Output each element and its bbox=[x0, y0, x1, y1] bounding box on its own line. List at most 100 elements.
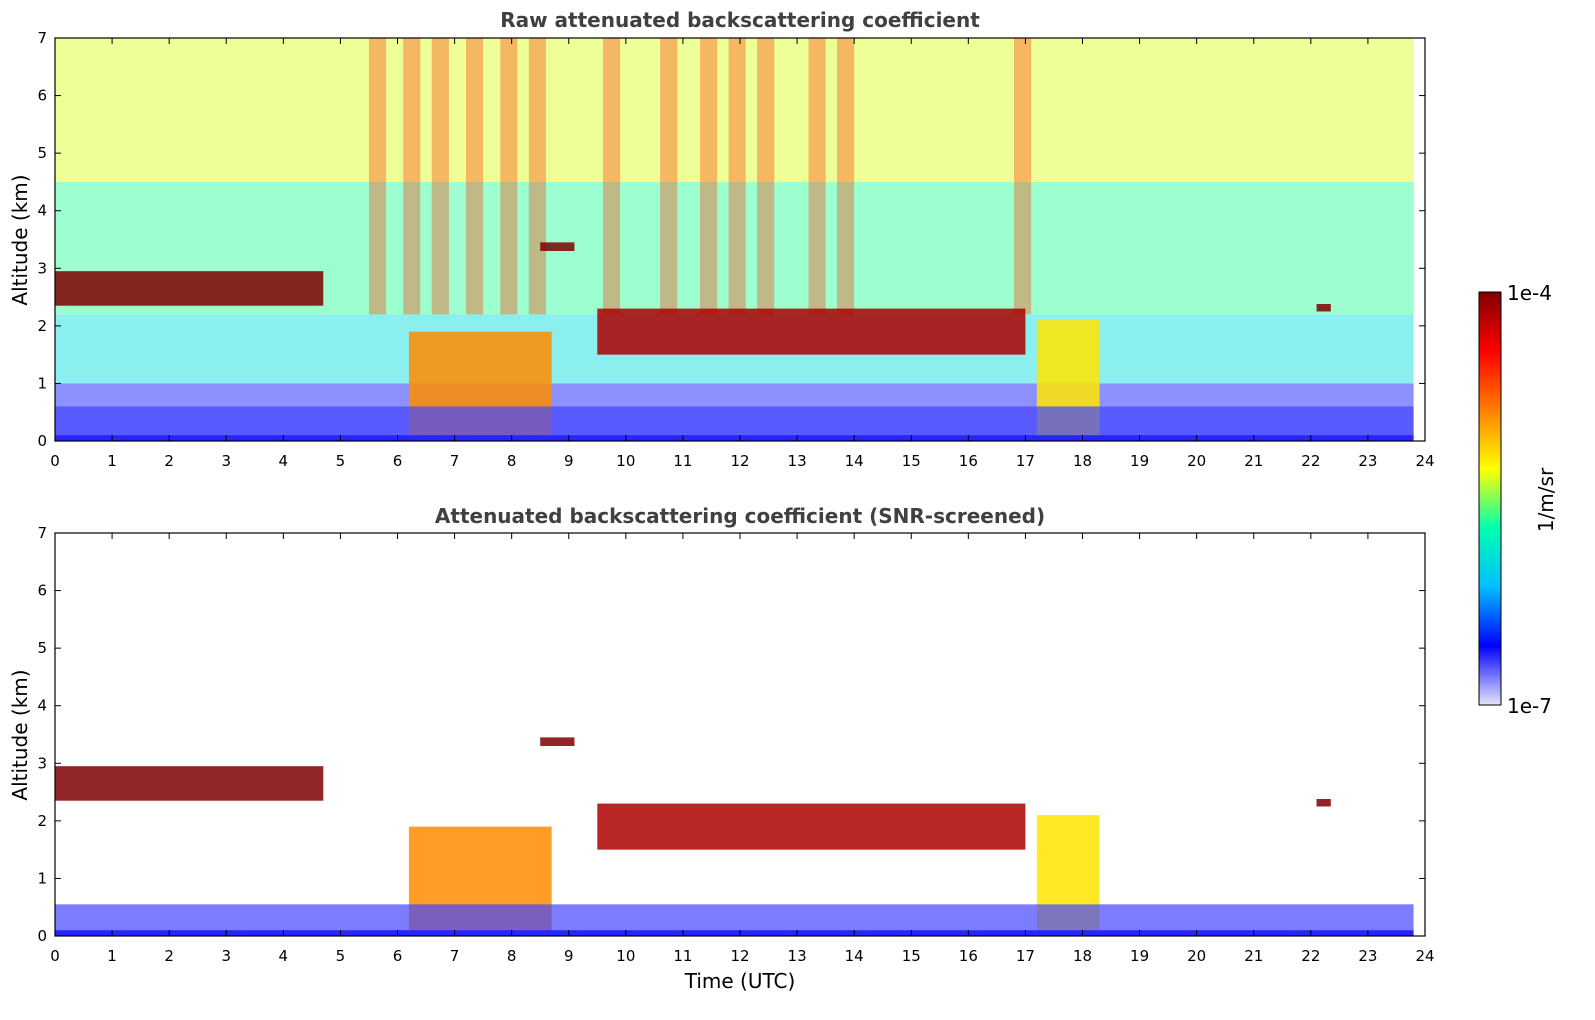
signal-streak bbox=[1014, 38, 1032, 315]
y-tick-label: 6 bbox=[37, 582, 47, 600]
x-tick-label: 4 bbox=[279, 947, 289, 965]
screened-panel-title: Attenuated backscattering coefficient (S… bbox=[435, 504, 1045, 528]
raw-panel-features bbox=[55, 38, 1414, 441]
y-tick-label: 1 bbox=[37, 869, 47, 887]
y-tick-label: 4 bbox=[37, 202, 47, 220]
raw-panel-xticks: 0 1 2 3 4 5 6 7 8 9 10 11 12 13 14 15 16 17 18 19 20 21 22 23 24 bbox=[50, 38, 1435, 470]
raw-panel-yticks: 0 1 2 3 4 5 6 7 bbox=[37, 29, 1425, 450]
x-tick-label: 11 bbox=[673, 452, 692, 470]
x-tick-label: 10 bbox=[616, 947, 635, 965]
x-tick-label: 2 bbox=[164, 452, 174, 470]
x-tick-label: 14 bbox=[845, 947, 864, 965]
y-tick-label: 0 bbox=[37, 927, 47, 945]
x-tick-label: 22 bbox=[1301, 452, 1320, 470]
x-tick-label: 2 bbox=[164, 947, 174, 965]
colorbar-min-label: 1e-7 bbox=[1507, 694, 1552, 718]
y-tick-label: 7 bbox=[37, 29, 47, 47]
signal-streak bbox=[403, 38, 421, 315]
x-tick-label: 5 bbox=[336, 947, 346, 965]
signal-streak bbox=[466, 38, 484, 315]
x-tick-label: 14 bbox=[845, 452, 864, 470]
x-tick-label: 10 bbox=[616, 452, 635, 470]
x-tick-label: 21 bbox=[1244, 947, 1263, 965]
colorbar: 1e-4 1e-7 1/m/sr bbox=[1478, 281, 1558, 718]
x-tick-label: 6 bbox=[393, 452, 403, 470]
signal-streak bbox=[528, 38, 546, 315]
x-tick-label: 3 bbox=[221, 947, 231, 965]
x-tick-label: 17 bbox=[1016, 947, 1035, 965]
heatmap-feature bbox=[540, 737, 575, 747]
x-tick-label: 20 bbox=[1187, 947, 1206, 965]
y-tick-label: 6 bbox=[37, 87, 47, 105]
x-tick-label: 13 bbox=[788, 452, 807, 470]
raw-panel-plot-area bbox=[55, 38, 1425, 441]
heatmap-feature bbox=[55, 766, 324, 801]
signal-streak bbox=[603, 38, 621, 315]
x-tick-label: 23 bbox=[1358, 452, 1377, 470]
heatmap-feature bbox=[597, 803, 1026, 850]
x-tick-label: 12 bbox=[730, 947, 749, 965]
screened-panel-xticks: 0 1 2 3 4 5 6 7 8 9 10 11 12 13 14 15 16 17 18 19 20 21 22 23 24 bbox=[50, 533, 1435, 965]
x-tick-label: 9 bbox=[564, 452, 574, 470]
raw-panel-title: Raw attenuated backscattering coefficien… bbox=[500, 8, 980, 32]
colorbar-unit-label: 1/m/sr bbox=[1534, 467, 1558, 532]
x-tick-label: 7 bbox=[450, 947, 460, 965]
x-tick-label: 0 bbox=[50, 947, 60, 965]
x-tick-label: 24 bbox=[1415, 452, 1434, 470]
x-tick-label: 8 bbox=[507, 452, 517, 470]
x-tick-label: 19 bbox=[1130, 452, 1149, 470]
signal-streak bbox=[660, 38, 678, 315]
colorbar-gradient bbox=[1478, 291, 1502, 706]
y-tick-label: 2 bbox=[37, 812, 47, 830]
x-tick-label: 24 bbox=[1415, 947, 1434, 965]
x-tick-label: 11 bbox=[673, 947, 692, 965]
colorbar-max-label: 1e-4 bbox=[1507, 281, 1552, 305]
x-tick-label: 4 bbox=[279, 452, 289, 470]
x-tick-label: 9 bbox=[564, 947, 574, 965]
y-tick-label: 2 bbox=[37, 317, 47, 335]
heatmap-feature bbox=[55, 271, 324, 306]
x-tick-label: 15 bbox=[902, 947, 921, 965]
screened-panel-features bbox=[55, 737, 1414, 936]
y-tick-label: 4 bbox=[37, 697, 47, 715]
signal-streak bbox=[368, 38, 387, 315]
heatmap-feature bbox=[1316, 798, 1331, 807]
y-tick-label: 0 bbox=[37, 432, 47, 450]
raw-panel-ylabel: Altitude (km) bbox=[8, 174, 32, 305]
x-tick-label: 16 bbox=[959, 452, 978, 470]
signal-streak bbox=[700, 38, 718, 315]
raw-panel: Raw attenuated backscattering coefficien… bbox=[8, 8, 1435, 470]
signal-streak bbox=[431, 38, 449, 315]
surface-return bbox=[55, 930, 1414, 936]
heatmap-feature bbox=[1316, 303, 1331, 312]
signal-streak bbox=[500, 38, 518, 315]
x-tick-label: 18 bbox=[1073, 452, 1092, 470]
x-tick-label: 22 bbox=[1301, 947, 1320, 965]
screened-panel-xlabel: Time (UTC) bbox=[684, 969, 796, 993]
x-tick-label: 1 bbox=[107, 947, 117, 965]
x-tick-label: 8 bbox=[507, 947, 517, 965]
background-band bbox=[55, 38, 1414, 182]
y-tick-label: 1 bbox=[37, 374, 47, 392]
surface-return bbox=[55, 435, 1414, 441]
signal-streak bbox=[808, 38, 826, 315]
y-tick-label: 3 bbox=[37, 754, 47, 772]
heatmap-feature bbox=[597, 308, 1026, 355]
x-tick-label: 19 bbox=[1130, 947, 1149, 965]
signal-streak bbox=[728, 38, 746, 315]
x-tick-label: 13 bbox=[788, 947, 807, 965]
x-tick-label: 15 bbox=[902, 452, 921, 470]
x-tick-label: 18 bbox=[1073, 947, 1092, 965]
x-tick-label: 20 bbox=[1187, 452, 1206, 470]
screened-panel: Attenuated backscattering coefficient (S… bbox=[8, 504, 1435, 993]
x-tick-label: 7 bbox=[450, 452, 460, 470]
x-tick-label: 12 bbox=[730, 452, 749, 470]
x-tick-label: 17 bbox=[1016, 452, 1035, 470]
x-tick-label: 23 bbox=[1358, 947, 1377, 965]
y-tick-label: 5 bbox=[37, 639, 47, 657]
x-tick-label: 1 bbox=[107, 452, 117, 470]
x-tick-label: 6 bbox=[393, 947, 403, 965]
y-tick-label: 5 bbox=[37, 144, 47, 162]
heatmap-feature bbox=[540, 242, 575, 252]
